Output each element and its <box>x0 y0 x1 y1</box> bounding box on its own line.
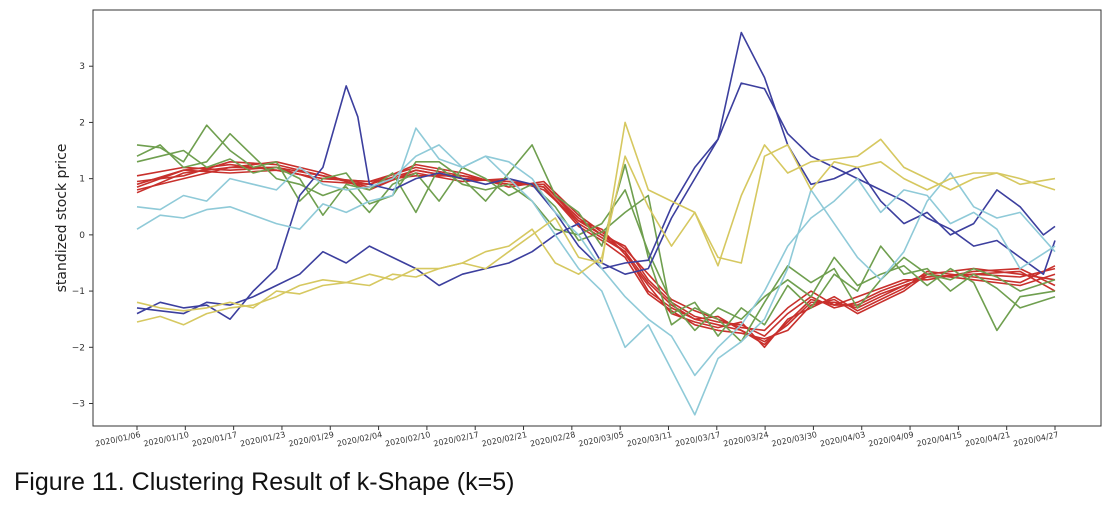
series-line-blue-9 <box>136 31 1056 321</box>
x-tick-label: 2020/03/11 <box>626 430 673 448</box>
x-tick-label: 2020/01/17 <box>191 430 238 448</box>
y-tick-label: 1 <box>79 175 85 185</box>
chart-figure: −3 −2 −1 0 1 2 3 2020/01/06 2020/01/10 2020/01/1… <box>54 9 1102 449</box>
series-line-red-0 <box>136 166 1056 343</box>
x-axis: 2020/01/06 2020/01/10 2020/01/17 2020/01/23… <box>94 426 1059 449</box>
x-tick-label: 2020/03/24 <box>723 430 770 448</box>
y-tick-label: 2 <box>79 118 85 128</box>
series-line-green-7 <box>136 149 1056 332</box>
y-axis: −3 −2 −1 0 1 2 3 <box>72 62 93 410</box>
x-tick-label: 2020/02/17 <box>433 430 480 448</box>
y-tick-label: −2 <box>72 343 85 353</box>
x-tick-label: 2020/04/09 <box>868 430 915 448</box>
x-tick-label: 2020/02/04 <box>336 430 383 448</box>
x-tick-label: 2020/02/21 <box>481 430 528 448</box>
figure-caption: Figure 11. Clustering Result of k-Shape … <box>14 468 515 496</box>
x-tick-label: 2020/04/27 <box>1012 430 1059 448</box>
x-tick-label: 2020/02/28 <box>529 430 576 448</box>
series-line-green-8 <box>136 132 1056 337</box>
x-tick-label: 2020/04/03 <box>819 430 866 448</box>
y-tick-label: −3 <box>72 400 85 410</box>
x-tick-label: 2020/04/15 <box>916 430 963 448</box>
x-tick-label: 2020/02/10 <box>384 430 431 448</box>
x-tick-label: 2020/01/23 <box>239 430 286 448</box>
x-tick-label: 2020/01/06 <box>94 430 141 448</box>
series-line-cyan-12 <box>136 144 1056 377</box>
y-axis-label: standized stock price <box>54 144 70 293</box>
x-tick-label: 2020/03/05 <box>578 430 625 448</box>
x-tick-label: 2020/04/21 <box>964 430 1011 448</box>
series-line-yellow-14 <box>136 138 1056 312</box>
y-tick-label: −1 <box>72 287 85 297</box>
series-line-red-5 <box>136 169 1056 346</box>
line-chart: −3 −2 −1 0 1 2 3 2020/01/06 2020/01/10 2020/01/1… <box>54 9 1102 449</box>
series-line-cyan-11 <box>136 127 1056 416</box>
series-layer <box>136 31 1056 416</box>
x-tick-label: 2020/03/30 <box>771 430 818 448</box>
y-tick-label: 0 <box>79 231 85 241</box>
plot-area-frame <box>92 9 1102 427</box>
x-tick-label: 2020/01/10 <box>143 430 190 448</box>
series-line-yellow-13 <box>136 121 1056 326</box>
x-tick-label: 2020/03/17 <box>674 430 721 448</box>
x-tick-label: 2020/01/29 <box>288 430 335 448</box>
y-tick-label: 3 <box>79 62 85 72</box>
